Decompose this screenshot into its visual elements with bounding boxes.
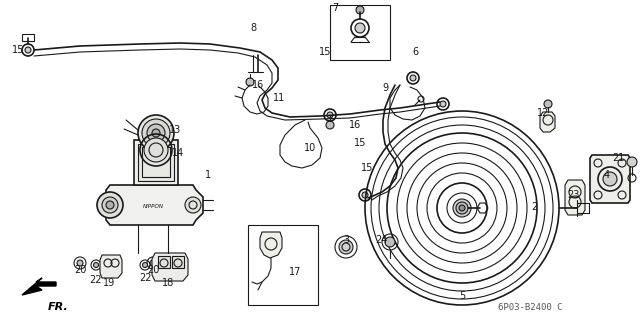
Bar xyxy=(148,133,164,143)
Text: 6: 6 xyxy=(412,47,418,57)
Text: 10: 10 xyxy=(304,143,316,153)
Circle shape xyxy=(25,47,31,53)
Circle shape xyxy=(143,263,147,268)
Circle shape xyxy=(327,112,333,118)
Circle shape xyxy=(385,237,395,247)
Text: 16: 16 xyxy=(349,120,361,130)
Circle shape xyxy=(102,197,118,213)
Bar xyxy=(138,144,174,181)
Bar xyxy=(330,5,390,60)
Polygon shape xyxy=(106,185,203,225)
Text: 14: 14 xyxy=(172,148,184,158)
Bar xyxy=(158,256,170,268)
Circle shape xyxy=(410,75,416,81)
Circle shape xyxy=(440,101,446,107)
Circle shape xyxy=(106,201,114,209)
Circle shape xyxy=(453,199,471,217)
Text: 17: 17 xyxy=(289,267,301,277)
Text: 7: 7 xyxy=(332,3,338,13)
Text: 22: 22 xyxy=(90,275,102,285)
Bar xyxy=(172,256,184,268)
Circle shape xyxy=(144,138,168,162)
Polygon shape xyxy=(22,278,56,295)
Circle shape xyxy=(603,172,617,186)
Text: 20: 20 xyxy=(147,265,159,275)
Text: 2: 2 xyxy=(531,202,537,212)
Text: 13: 13 xyxy=(169,125,181,135)
Text: 3: 3 xyxy=(343,235,349,245)
Polygon shape xyxy=(100,255,122,278)
Text: 19: 19 xyxy=(103,278,115,288)
Polygon shape xyxy=(260,232,282,258)
Text: 9: 9 xyxy=(382,83,388,93)
Circle shape xyxy=(356,6,364,14)
Polygon shape xyxy=(540,112,555,132)
Text: 15: 15 xyxy=(354,138,366,148)
Circle shape xyxy=(246,78,254,86)
Text: 15: 15 xyxy=(12,45,24,55)
Text: 24: 24 xyxy=(375,235,387,245)
Circle shape xyxy=(93,263,99,268)
Text: 20: 20 xyxy=(74,265,86,275)
Text: 5: 5 xyxy=(459,291,465,301)
Text: 1: 1 xyxy=(205,170,211,180)
Circle shape xyxy=(97,192,123,218)
Circle shape xyxy=(456,202,468,214)
Circle shape xyxy=(355,23,365,33)
Circle shape xyxy=(459,205,465,211)
Bar xyxy=(248,225,318,305)
Text: 15: 15 xyxy=(319,47,331,57)
Text: NIPPON: NIPPON xyxy=(143,204,163,210)
Bar xyxy=(22,34,34,41)
Circle shape xyxy=(142,119,170,147)
Text: 16: 16 xyxy=(252,80,264,90)
Text: 6P03-B2400 C: 6P03-B2400 C xyxy=(498,303,563,313)
Text: 4: 4 xyxy=(604,170,610,180)
Circle shape xyxy=(150,260,156,266)
Circle shape xyxy=(138,115,174,151)
Text: 11: 11 xyxy=(273,93,285,103)
Polygon shape xyxy=(590,155,630,203)
Bar xyxy=(134,140,178,185)
Text: 12: 12 xyxy=(537,108,549,118)
Circle shape xyxy=(152,129,160,137)
Circle shape xyxy=(362,192,368,198)
Text: 22: 22 xyxy=(139,273,151,283)
Text: 8: 8 xyxy=(250,23,256,33)
Text: 18: 18 xyxy=(162,278,174,288)
Text: 15: 15 xyxy=(361,163,373,173)
Text: 23: 23 xyxy=(567,190,579,200)
Circle shape xyxy=(339,240,353,254)
Circle shape xyxy=(544,100,552,108)
Circle shape xyxy=(627,157,637,167)
Text: FR.: FR. xyxy=(48,302,68,312)
Polygon shape xyxy=(565,180,585,215)
Circle shape xyxy=(147,124,165,142)
Polygon shape xyxy=(152,253,188,281)
Circle shape xyxy=(77,260,83,266)
Bar xyxy=(142,147,170,177)
Circle shape xyxy=(326,121,334,129)
Text: 21: 21 xyxy=(612,153,624,163)
Circle shape xyxy=(185,197,201,213)
